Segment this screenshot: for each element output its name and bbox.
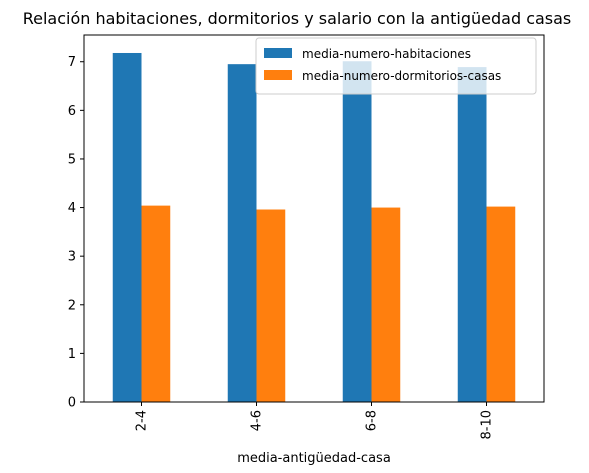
x-tick-label: 2-4 xyxy=(135,410,150,431)
bars-group xyxy=(112,52,516,403)
x-tick-label: 4-6 xyxy=(250,410,265,431)
y-tick-label: 0 xyxy=(68,396,76,411)
y-tick-label: 1 xyxy=(68,347,76,362)
y-tick-label: 5 xyxy=(68,152,76,167)
bar-media-numero-habitaciones-8-10 xyxy=(457,67,487,402)
legend-entry: media-numero-dormitorios-casas xyxy=(302,69,501,83)
bar-media-numero-dormitorios-casas-4-6 xyxy=(256,209,286,402)
bar-media-numero-dormitorios-casas-6-8 xyxy=(371,207,401,402)
bar-media-numero-dormitorios-casas-2-4 xyxy=(141,205,171,402)
plot-frame xyxy=(83,34,545,403)
legend-swatch xyxy=(264,70,292,80)
bar-media-numero-dormitorios-casas-8-10 xyxy=(486,206,516,402)
y-tick-label: 7 xyxy=(68,55,76,70)
bar-media-numero-habitaciones-6-8 xyxy=(342,61,372,402)
x-axis-label: media-antigüedad-casa xyxy=(237,451,391,466)
chart-title: Relación habitaciones, dormitorios y sal… xyxy=(23,9,572,28)
x-tick-label: 8-10 xyxy=(480,410,495,440)
y-tick-label: 6 xyxy=(68,104,76,119)
legend-swatch xyxy=(264,48,292,58)
y-tick-label: 3 xyxy=(68,250,76,265)
x-axis: 2-4 4-6 6-8 8-10 xyxy=(135,402,495,440)
legend: media-numero-habitaciones media-numero-do… xyxy=(255,37,537,95)
y-tick-label: 4 xyxy=(68,201,76,216)
x-tick-label: 6-8 xyxy=(365,410,380,431)
bar-media-numero-habitaciones-4-6 xyxy=(227,64,257,403)
y-axis: 0 1 2 3 4 5 6 7 xyxy=(68,55,84,411)
bar-media-numero-habitaciones-2-4 xyxy=(112,52,142,402)
legend-entry: media-numero-habitaciones xyxy=(302,47,471,61)
y-tick-label: 2 xyxy=(68,298,76,313)
legend-box xyxy=(255,37,537,95)
